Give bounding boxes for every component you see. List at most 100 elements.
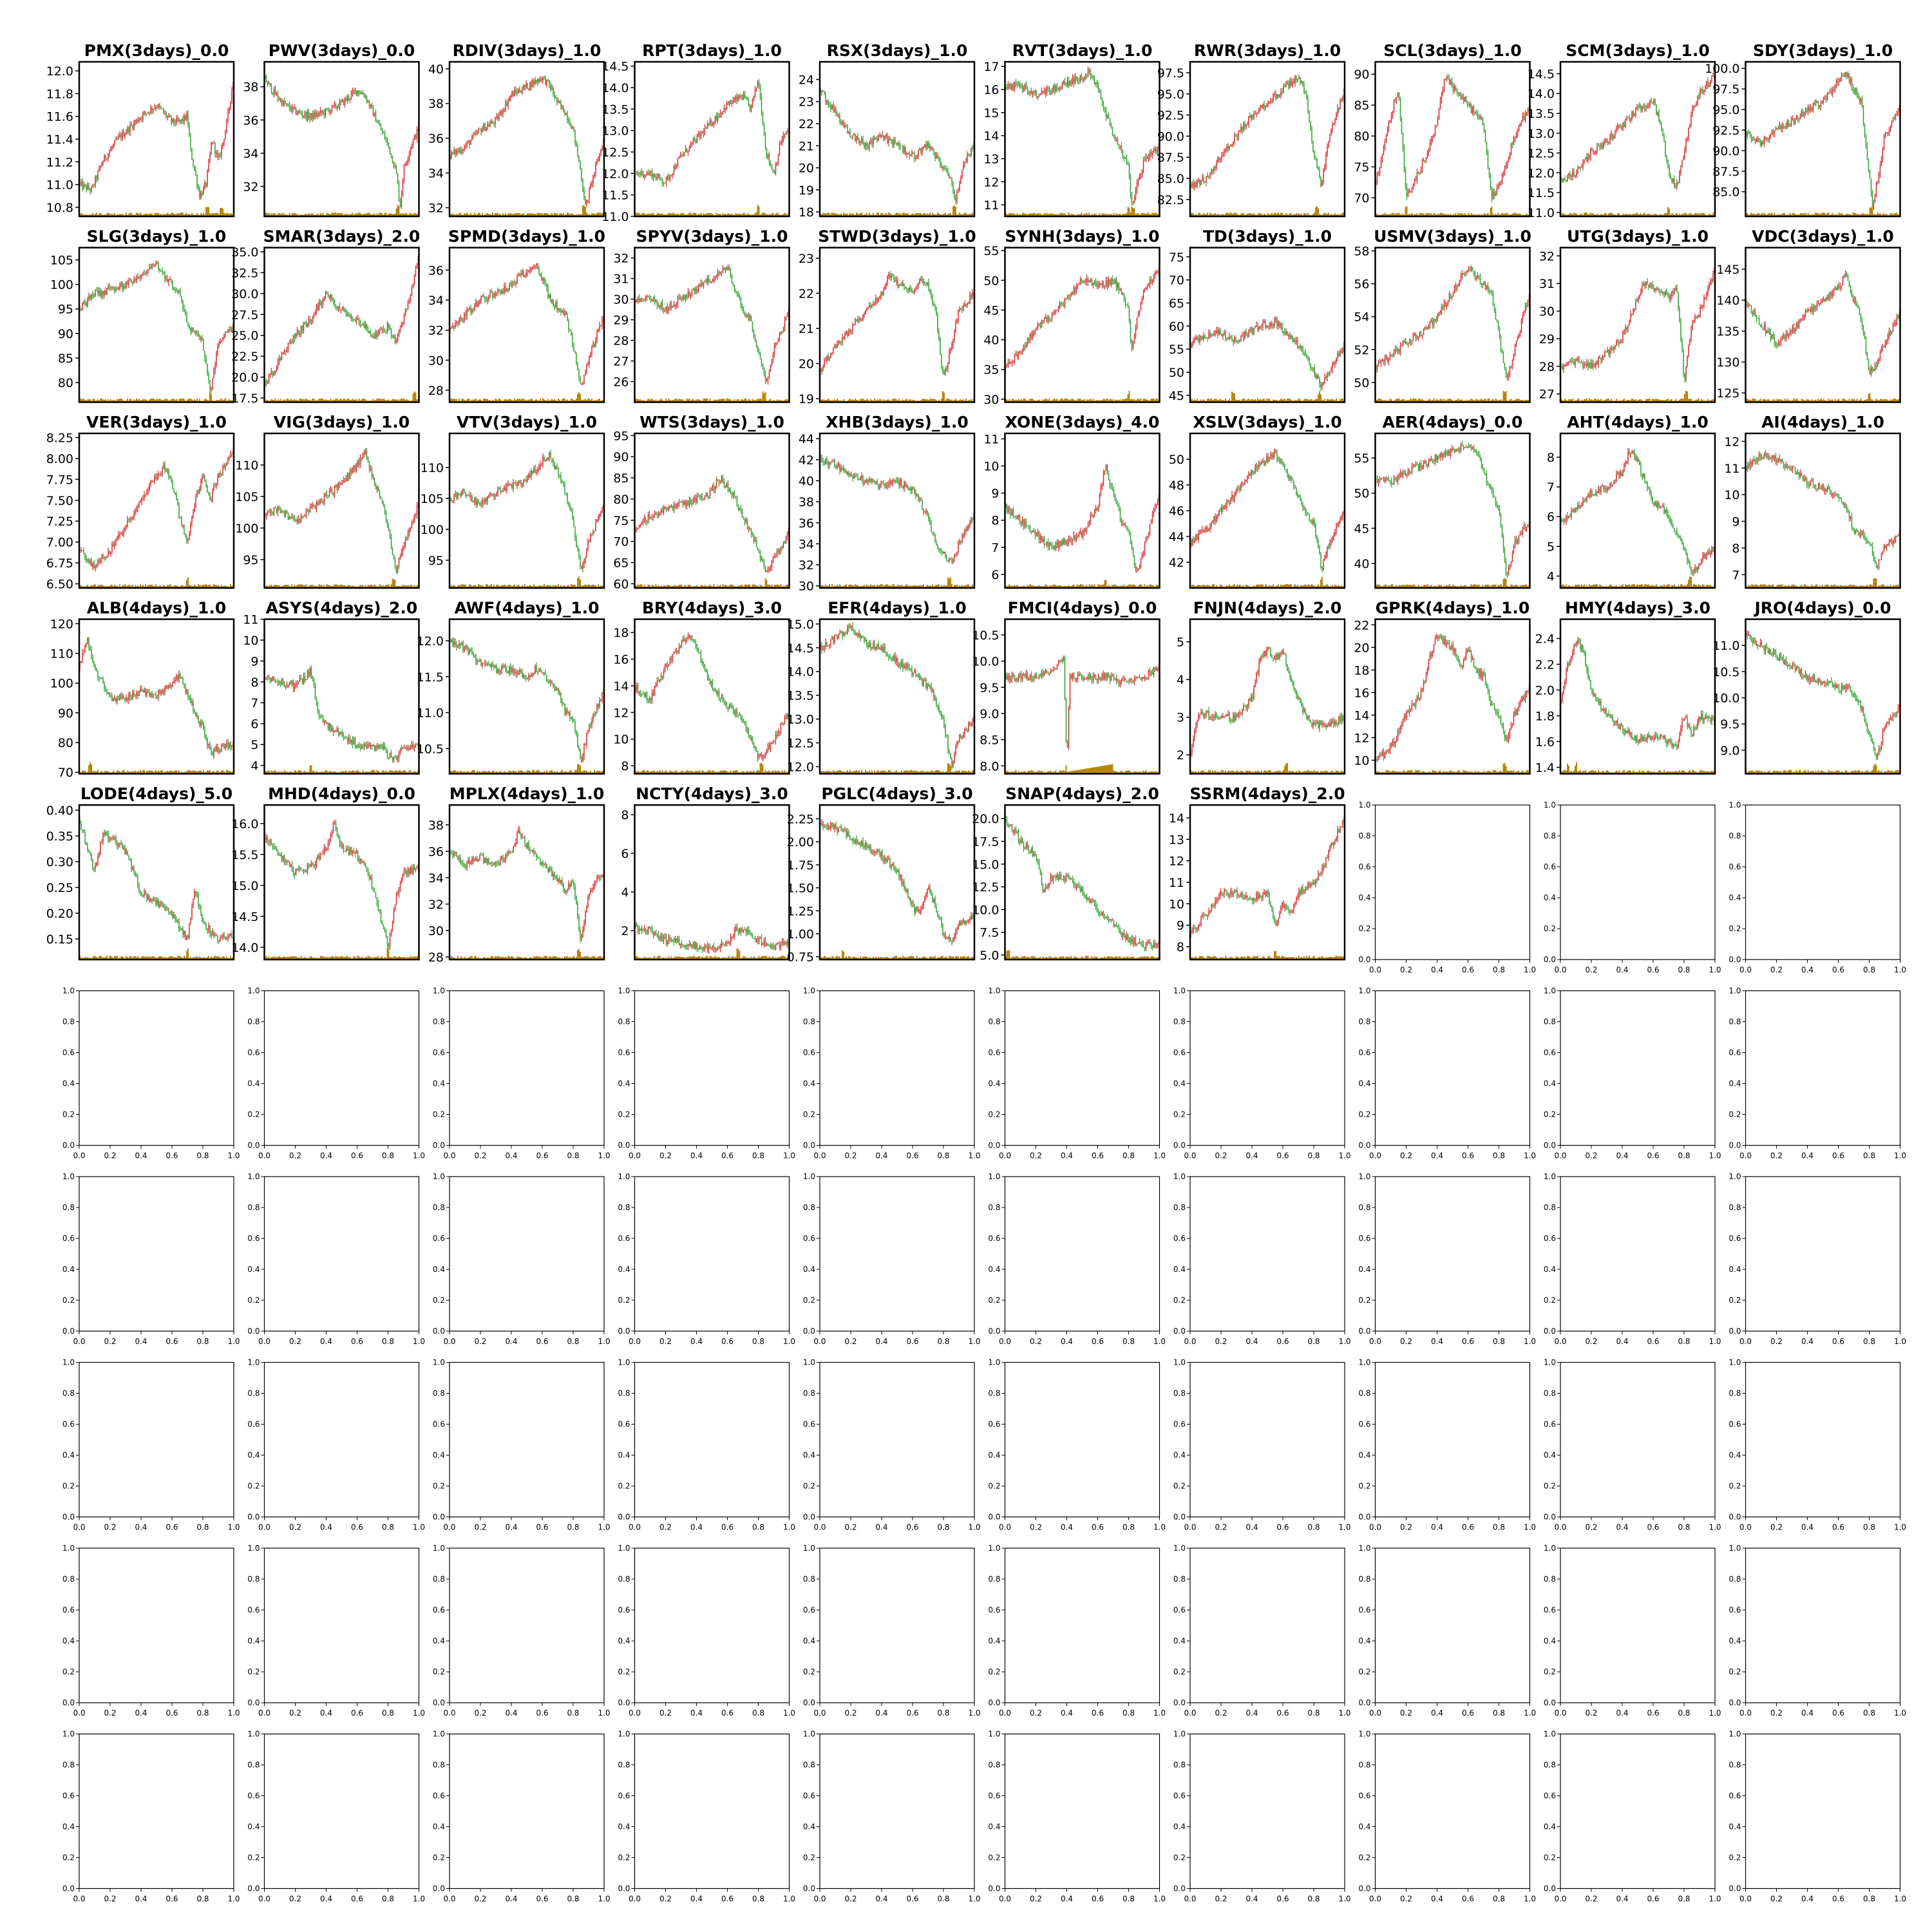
candle-body [533, 265, 535, 267]
candle-body [1891, 122, 1893, 126]
volume-bar [480, 399, 482, 402]
volume-bar [1515, 213, 1517, 216]
candle-body [384, 329, 386, 331]
y-tick-label: 40 [428, 62, 444, 77]
volume-bar [775, 213, 777, 216]
volume-bar [1568, 214, 1569, 216]
volume-bar [1300, 214, 1301, 216]
y-tick-label: 17 [983, 60, 999, 74]
candle-body [328, 109, 330, 113]
candle-body [835, 108, 837, 115]
volume-bar [515, 400, 516, 402]
volume-bar [1238, 214, 1239, 216]
volume-bar [873, 213, 874, 216]
volume-bar [1598, 214, 1599, 216]
volume-bar [516, 399, 518, 402]
candle-body [528, 88, 529, 90]
volume-bar [959, 213, 960, 216]
volume-bar [955, 207, 956, 216]
candle-body [656, 176, 658, 180]
volume-bar [1215, 213, 1216, 216]
volume-bar [1088, 213, 1090, 216]
volume-bar [858, 214, 860, 216]
candle-body [480, 129, 482, 133]
volume-bar [371, 214, 373, 216]
volume-bar [464, 213, 465, 216]
candle-body [834, 108, 835, 111]
volume-bar [831, 213, 833, 216]
volume-bar [585, 206, 586, 216]
candle-body [388, 142, 390, 147]
volume-bar [1041, 214, 1043, 216]
volume-bar [1122, 213, 1124, 216]
candle-body [359, 93, 361, 95]
candle-body [392, 155, 393, 164]
volume-bar [173, 214, 175, 216]
candle-body [1139, 175, 1141, 180]
volume-bar [101, 398, 102, 402]
y-tick-label: 34 [243, 147, 258, 161]
candle-body [1757, 138, 1759, 139]
volume-bar [1861, 213, 1863, 216]
y-tick-label: 36 [428, 263, 444, 278]
volume-bar [1298, 213, 1300, 216]
candle-body [1486, 142, 1488, 152]
volume-bar [558, 398, 559, 402]
volume-bar [1452, 214, 1454, 216]
volume-bar [1487, 213, 1489, 216]
candle-body [370, 104, 372, 107]
volume-bar [515, 213, 516, 216]
volume-bar [225, 213, 226, 216]
volume-bar [830, 214, 831, 216]
volume-bar [412, 393, 414, 402]
volume-bar [724, 214, 726, 216]
candle-body [199, 189, 200, 198]
candle-body [1823, 98, 1824, 102]
volume-bar [227, 400, 229, 402]
candle-body [1270, 101, 1271, 102]
candle-body [136, 276, 137, 281]
volume-bar [712, 213, 714, 216]
candle-body [384, 133, 386, 140]
volume-bar [1644, 213, 1645, 216]
volume-bar [1814, 214, 1815, 216]
volume-bar [1336, 214, 1337, 216]
volume-bar [1492, 214, 1494, 216]
candle-body [341, 307, 343, 310]
volume-bar [100, 398, 101, 402]
volume-bar [824, 213, 825, 216]
candle-body [897, 142, 898, 144]
candle-body [1325, 154, 1327, 167]
candle-body [656, 301, 658, 307]
candle-body [1234, 135, 1235, 143]
volume-bar [596, 400, 598, 402]
volume-bar [514, 398, 515, 402]
volume-bar [1070, 214, 1072, 216]
volume-bar [915, 213, 916, 216]
candle-body [1707, 80, 1709, 86]
candle-body [1258, 108, 1260, 113]
volume-bar [705, 213, 707, 216]
y-tick-label: 15 [983, 106, 999, 120]
candle-body [289, 104, 290, 109]
candle-body [766, 148, 768, 157]
volume-bar [1051, 213, 1053, 216]
volume-bar [477, 400, 478, 402]
candle-body [372, 107, 374, 117]
volume-bar [1772, 214, 1774, 216]
candle-body [147, 270, 149, 271]
candle-body [339, 101, 341, 108]
volume-bar [1123, 213, 1125, 216]
candles [450, 75, 604, 207]
candle-body [737, 95, 739, 101]
candle-body [770, 162, 772, 165]
volume-bar [1236, 214, 1238, 216]
volume-bar [111, 400, 113, 402]
candlestick-panel: SDY(3days)_1.085.087.590.092.595.097.510… [1705, 41, 1901, 218]
volume-bar [545, 400, 546, 402]
y-tick-label: 11.6 [46, 110, 73, 124]
volume-bar [119, 398, 120, 402]
candle-body [1320, 176, 1321, 186]
volume-bar [651, 213, 653, 216]
candle-body [1608, 142, 1609, 143]
